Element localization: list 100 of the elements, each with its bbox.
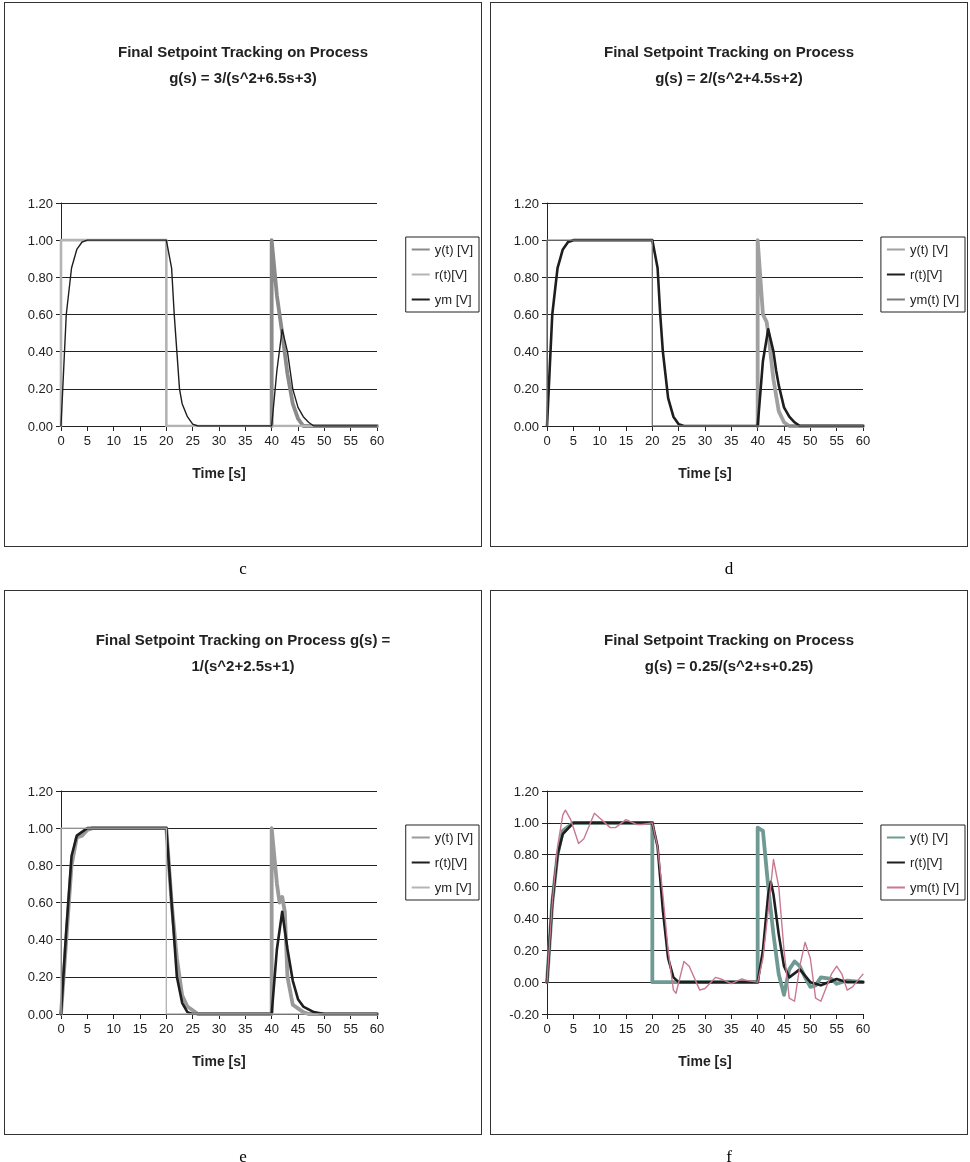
x-tick-label: 25: [185, 1021, 200, 1036]
x-tick-label: 10: [106, 433, 121, 448]
legend-label: y(t) [V]: [434, 830, 473, 845]
chart-title: Final Setpoint Tracking on Process g(s) = 2/(s^2+4.5s+2): [603, 42, 855, 86]
x-tick-label: 25: [671, 433, 686, 448]
x-tick-label: 5: [569, 1021, 577, 1036]
x-axis-title: Time [s]: [678, 1053, 732, 1069]
y-tick-label: 0.40: [27, 932, 53, 948]
x-tick-label: 50: [317, 1021, 332, 1036]
x-tick-label: 10: [592, 1021, 607, 1036]
y-tick-label: 0.60: [513, 307, 539, 322]
y-tick-label: 0.80: [27, 857, 53, 873]
legend-label: y(t) [V]: [909, 830, 949, 845]
x-axis-title: Time [s]: [192, 465, 246, 481]
x-tick-label: 20: [159, 433, 174, 448]
x-tick-label: 40: [750, 1021, 765, 1036]
chart-title: Final Setpoint Tracking on Process g(s) = 1/(s^2+2.5s+1): [95, 630, 391, 674]
x-tick-label: 55: [829, 1021, 844, 1036]
x-tick-label: 60: [855, 1021, 871, 1036]
x-tick-label: 30: [697, 1021, 713, 1036]
x-tick-label: 0: [57, 1021, 65, 1036]
y-tick-label: 0.40: [27, 344, 53, 360]
x-tick-label: 30: [211, 433, 227, 448]
legend-label: ym(t) [V]: [909, 880, 959, 895]
y-tick-label: 0.20: [513, 942, 539, 958]
y-tick-label: 1.00: [513, 815, 539, 831]
y-tick-label: 0.20: [27, 381, 53, 397]
x-tick-label: 50: [803, 433, 818, 448]
y-tick-label: 0.80: [513, 269, 539, 285]
x-tick-label: 50: [317, 433, 332, 448]
x-tick-label: 20: [645, 433, 660, 448]
y-tick-label: 1.20: [27, 195, 53, 211]
y-tick-label: 1.00: [27, 232, 53, 248]
y-tick-label: 1.00: [27, 820, 53, 836]
x-tick-label: 35: [238, 1021, 253, 1036]
y-tick-label: 0.40: [513, 344, 539, 360]
x-tick-label: 60: [855, 433, 871, 448]
x-tick-label: 40: [264, 1021, 279, 1036]
x-tick-label: 5: [83, 1021, 91, 1036]
y-tick-label: 0.80: [513, 847, 539, 863]
x-tick-label: 60: [369, 1021, 385, 1036]
x-tick-label: 10: [106, 1021, 121, 1036]
x-tick-label: 45: [290, 433, 306, 448]
x-tick-label: 0: [543, 433, 551, 448]
legend-label: ym(t) [V]: [909, 292, 959, 307]
x-tick-label: 35: [238, 433, 253, 448]
legend-label: r(t)[V]: [434, 855, 468, 870]
y-tick-label: 1.00: [513, 232, 539, 248]
x-tick-label: 5: [569, 433, 577, 448]
y-tick-label: -0.20: [509, 1006, 539, 1022]
y-tick-label: 0.80: [27, 269, 53, 285]
x-tick-label: 45: [776, 1021, 792, 1036]
chart-title: Final Setpoint Tracking on Process g(s) = 0.25/(s^2+s+0.25): [603, 630, 855, 674]
y-tick-label: 0.00: [27, 418, 53, 434]
text: e: [238, 1147, 248, 1162]
x-tick-label: 35: [724, 433, 739, 448]
x-tick-label: 55: [829, 433, 844, 448]
legend-label: y(t) [V]: [909, 242, 949, 257]
x-tick-label: 20: [159, 1021, 174, 1036]
text: c: [238, 559, 248, 579]
x-tick-label: 45: [776, 433, 792, 448]
y-tick-label: 0.00: [513, 418, 539, 434]
y-tick-label: 0.20: [513, 381, 539, 397]
legend-label: r(t)[V]: [434, 267, 468, 282]
x-tick-label: 15: [618, 1021, 634, 1036]
legend-label: r(t)[V]: [909, 267, 943, 282]
x-tick-label: 25: [671, 1021, 686, 1036]
x-tick-label: 15: [618, 433, 634, 448]
x-tick-label: 25: [185, 433, 200, 448]
x-tick-label: 20: [645, 1021, 660, 1036]
x-tick-label: 50: [803, 1021, 818, 1036]
legend-label: ym [V]: [434, 880, 472, 895]
y-tick-label: 1.20: [513, 783, 539, 799]
text: d: [723, 559, 735, 579]
x-axis-title: Time [s]: [192, 1053, 246, 1069]
y-tick-label: 0.60: [27, 307, 53, 322]
x-tick-label: 10: [592, 433, 607, 448]
y-tick-label: 1.20: [513, 195, 539, 211]
text: f: [725, 1147, 733, 1162]
x-axis-title: Time [s]: [678, 465, 732, 481]
x-tick-label: 45: [290, 1021, 306, 1036]
x-tick-label: 60: [369, 433, 385, 448]
y-tick-label: 0.00: [27, 1006, 53, 1022]
x-tick-label: 40: [750, 433, 765, 448]
x-tick-label: 40: [264, 433, 279, 448]
y-tick-label: 0.60: [513, 879, 539, 895]
y-tick-label: 1.20: [27, 783, 53, 799]
x-tick-label: 15: [132, 1021, 148, 1036]
chart-title: Final Setpoint Tracking on Process g(s) = 3/(s^2+6.5s+3): [117, 42, 369, 86]
x-tick-label: 15: [132, 433, 148, 448]
y-tick-label: 0.00: [513, 974, 539, 990]
x-tick-label: 30: [211, 1021, 227, 1036]
x-tick-label: 30: [697, 433, 713, 448]
x-tick-label: 0: [57, 433, 65, 448]
x-tick-label: 5: [83, 433, 91, 448]
x-tick-label: 0: [543, 1021, 551, 1036]
x-tick-label: 35: [724, 1021, 739, 1036]
legend-label: r(t)[V]: [909, 855, 943, 870]
legend-label: ym [V]: [434, 292, 472, 307]
y-tick-label: 0.20: [27, 969, 53, 985]
